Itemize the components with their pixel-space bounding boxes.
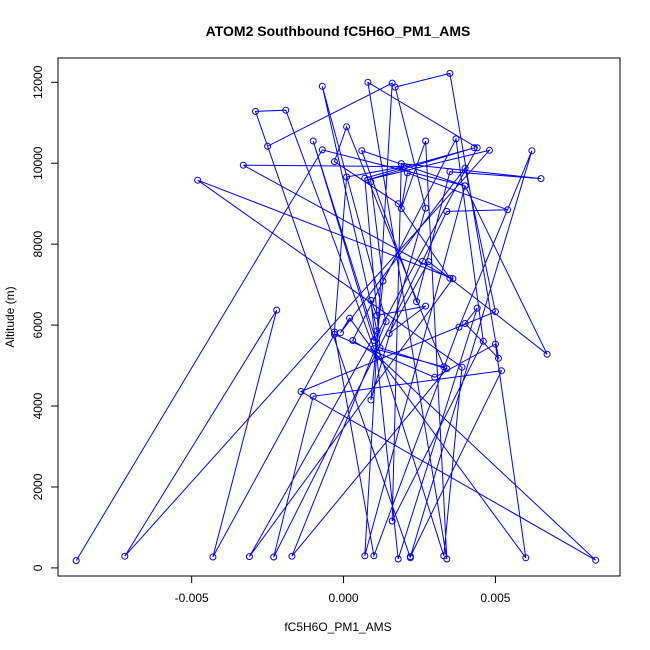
data-point	[373, 327, 381, 335]
y-tick-label: 6000	[31, 311, 45, 338]
data-point	[367, 178, 375, 186]
data-point	[318, 146, 326, 154]
data-point	[422, 137, 430, 145]
data-point	[422, 204, 430, 212]
data-point	[458, 363, 466, 371]
data-point	[498, 367, 505, 375]
data-point	[455, 323, 463, 331]
data-point	[461, 164, 469, 172]
data-point	[72, 557, 80, 565]
y-tick-label: 2000	[31, 473, 45, 500]
data-point	[425, 258, 433, 266]
data-point	[239, 161, 247, 169]
y-tick-label: 4000	[31, 392, 45, 419]
data-point	[394, 200, 402, 208]
data-point	[297, 388, 305, 395]
data-point	[452, 135, 460, 143]
x-axis: -0.005 0.000 0.005	[175, 576, 511, 605]
data-point	[528, 147, 536, 155]
data-point	[495, 354, 502, 362]
data-point	[264, 142, 272, 150]
data-point	[288, 552, 296, 560]
data-point	[273, 306, 281, 314]
data-point	[504, 206, 512, 214]
data-point	[443, 207, 451, 215]
data-point	[443, 365, 451, 373]
data-points	[72, 69, 600, 565]
data-point	[346, 314, 354, 322]
x-tick-label: 0.005	[480, 591, 510, 605]
data-point	[522, 554, 530, 562]
data-point	[485, 146, 493, 154]
data-point	[385, 330, 393, 338]
y-axis: 0 2000 4000 6000 8000 10000 12000	[31, 65, 58, 571]
x-tick-label: -0.005	[175, 591, 209, 605]
data-point	[318, 82, 326, 90]
data-point	[282, 106, 290, 114]
data-point	[309, 392, 317, 400]
data-point	[330, 158, 338, 166]
x-tick-label: 0.000	[329, 591, 359, 605]
data-point	[440, 552, 448, 560]
data-point	[461, 320, 469, 327]
data-point	[270, 553, 278, 561]
data-point	[491, 308, 499, 316]
y-axis-label: Altitude (m)	[3, 286, 17, 347]
data-point	[309, 137, 317, 145]
data-point	[209, 553, 217, 561]
data-point	[470, 144, 478, 152]
data-point	[491, 340, 499, 348]
data-point	[367, 396, 375, 404]
data-point	[358, 147, 366, 155]
data-point	[397, 160, 405, 168]
data-point	[413, 298, 420, 306]
data-point	[337, 329, 344, 337]
data-point	[367, 296, 375, 304]
plot-frame	[57, 57, 621, 577]
data-point	[121, 552, 129, 560]
data-point	[543, 350, 551, 358]
data-point	[403, 169, 411, 177]
series-line	[75, 72, 597, 561]
data-point	[388, 517, 396, 525]
data-point	[394, 555, 402, 563]
data-point	[373, 311, 381, 319]
data-point	[431, 373, 439, 381]
data-point	[379, 277, 387, 285]
data-point	[370, 552, 378, 560]
data-point	[364, 78, 372, 86]
data-point	[446, 274, 454, 282]
y-tick-label: 8000	[31, 230, 45, 257]
data-point	[373, 351, 381, 359]
data-point	[370, 337, 378, 344]
data-point	[449, 275, 457, 283]
data-point	[422, 302, 430, 310]
data-point	[461, 182, 469, 190]
data-point	[245, 553, 253, 561]
data-point	[446, 69, 454, 77]
y-tick-label: 0	[31, 564, 45, 571]
data-point	[349, 337, 357, 344]
data-point	[397, 205, 405, 212]
data-point	[406, 553, 414, 561]
y-tick-label: 12000	[31, 65, 45, 99]
data-point	[479, 337, 487, 345]
data-point	[473, 144, 481, 152]
x-axis-label: fC5H6O_PM1_AMS	[284, 620, 391, 634]
data-point	[361, 552, 369, 560]
data-point	[343, 123, 351, 131]
chart-title: ATOM2 Southbound fC5H6O_PM1_AMS	[206, 23, 471, 39]
data-point	[446, 168, 454, 176]
data-point	[376, 344, 384, 352]
y-tick-label: 10000	[31, 146, 45, 180]
data-point	[252, 107, 259, 115]
data-point	[537, 175, 545, 183]
data-point	[592, 556, 600, 564]
data-point	[194, 176, 202, 184]
data-point	[343, 173, 351, 181]
data-point	[382, 318, 390, 325]
data-point	[391, 83, 399, 91]
data-point	[473, 304, 481, 312]
